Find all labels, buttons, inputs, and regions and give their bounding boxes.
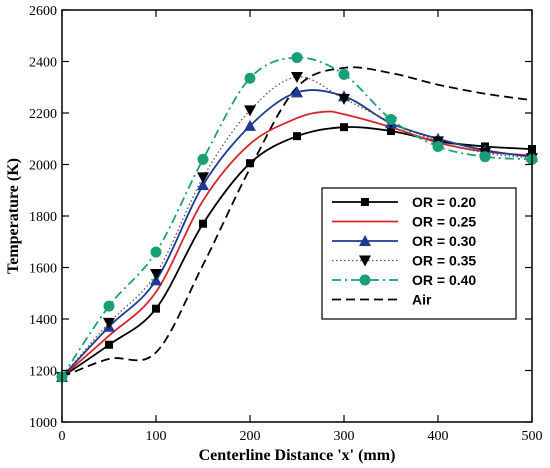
data-point [105, 340, 113, 349]
series-line [61, 89, 533, 378]
x-tick-label: 300 [334, 429, 355, 444]
legend-label: OR = 0.40 [412, 272, 476, 288]
data-point [479, 151, 491, 163]
data-point [199, 219, 207, 228]
y-tick-label: 1000 [29, 416, 57, 431]
legend-label: Air [412, 292, 432, 308]
x-axis-ticks: 0 100 200 300 400 500 [59, 10, 543, 444]
legend-marker [359, 274, 371, 286]
data-point [244, 119, 256, 131]
data-point [197, 179, 209, 191]
data-point [385, 113, 397, 125]
y-axis-ticks: 1000 1200 1400 1600 1800 2000 2200 2400 2600 [29, 4, 532, 431]
legend-marker [359, 255, 371, 267]
series-line [61, 76, 533, 378]
data-point [291, 71, 303, 83]
y-tick-label: 1400 [29, 313, 57, 328]
data-point [291, 52, 303, 64]
legend-marker [359, 235, 371, 246]
y-tick-label: 1200 [29, 365, 57, 380]
legend: OR = 0.20 OR = 0.25 OR = 0.30 OR = 0.35 OR =… [321, 187, 517, 320]
y-tick-label: 1600 [29, 262, 57, 277]
legend-label: OR = 0.30 [412, 233, 476, 249]
x-tick-label: 500 [522, 429, 543, 444]
y-axis-title: Temperature (K) [5, 158, 22, 274]
x-tick-label: 0 [59, 429, 66, 444]
x-tick-label: 100 [146, 429, 167, 444]
legend-marker [361, 198, 369, 206]
y-tick-label: 2400 [29, 56, 57, 71]
y-tick-label: 2000 [29, 159, 57, 174]
y-tick-label: 1800 [29, 210, 57, 225]
data-point [387, 127, 395, 136]
series-air [61, 66, 533, 378]
legend-box [321, 187, 517, 320]
data-point [244, 105, 256, 117]
data-point [338, 93, 350, 105]
y-tick-label: 2200 [29, 107, 57, 122]
data-point [244, 72, 256, 84]
data-point [340, 123, 348, 132]
y-tick-label: 2600 [29, 4, 57, 19]
data-point [246, 159, 254, 168]
legend-label: OR = 0.35 [412, 253, 476, 269]
data-point [432, 140, 444, 152]
data-point [150, 268, 162, 280]
data-point [103, 317, 115, 329]
data-point [197, 153, 209, 165]
data-point [293, 132, 301, 141]
series-or-0-40 [56, 52, 538, 383]
data-point [103, 300, 115, 312]
series-line [61, 66, 533, 378]
legend-label: OR = 0.25 [412, 214, 476, 230]
data-point [197, 172, 209, 184]
data-point [152, 304, 160, 313]
data-point [291, 86, 303, 98]
legend-label: OR = 0.20 [412, 194, 476, 210]
data-point [150, 246, 162, 258]
x-tick-label: 400 [428, 429, 449, 444]
x-axis-title: Centerline Distance 'x' (mm) [199, 447, 396, 464]
x-tick-label: 200 [240, 429, 261, 444]
data-point [338, 68, 350, 80]
